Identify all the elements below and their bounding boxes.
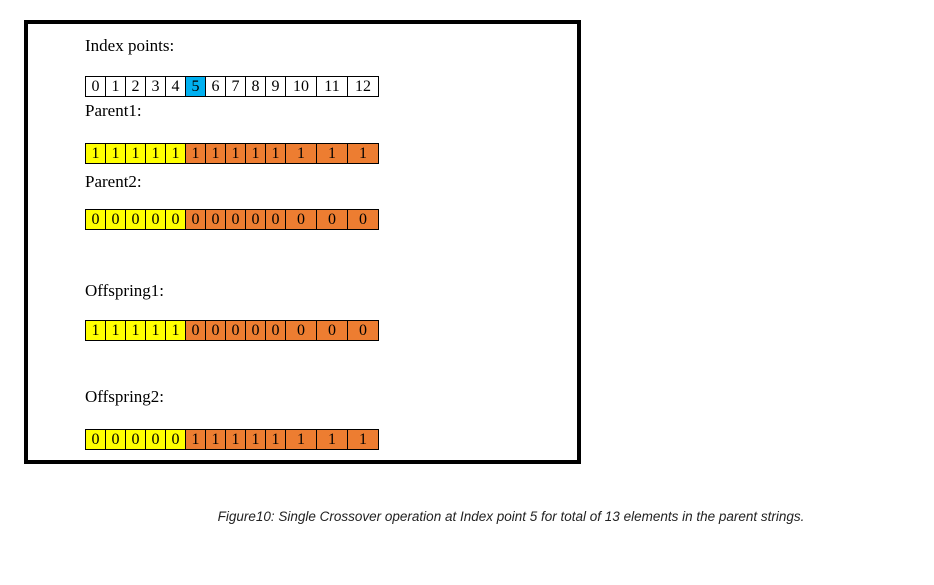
offspring1-cell: 0 — [205, 320, 226, 341]
parent1-cell: 1 — [316, 143, 348, 164]
index-cell: 10 — [285, 76, 317, 97]
offspring2-cell: 0 — [105, 429, 126, 450]
offspring1-cell: 1 — [125, 320, 146, 341]
offspring1-cell: 1 — [165, 320, 186, 341]
offspring2-cell: 1 — [347, 429, 379, 450]
parent1-cell: 1 — [225, 143, 246, 164]
index-cell: 8 — [245, 76, 266, 97]
offspring1-cell: 0 — [265, 320, 286, 341]
parent2-cell: 0 — [85, 209, 106, 230]
parent2-cell: 0 — [225, 209, 246, 230]
parent1-cell: 1 — [105, 143, 126, 164]
index-cell: 3 — [145, 76, 166, 97]
figure-caption: Figure10: Single Crossover operation at … — [217, 509, 805, 524]
offspring2-cell: 1 — [225, 429, 246, 450]
index-cell: 2 — [125, 76, 146, 97]
offspring2-cell: 0 — [145, 429, 166, 450]
offspring2-label: Offspring2: — [85, 387, 165, 406]
parent1-cell: 1 — [85, 143, 106, 164]
offspring1-cell: 1 — [85, 320, 106, 341]
parent1-cell: 1 — [165, 143, 186, 164]
parent1-cell: 1 — [285, 143, 317, 164]
parent2-cell: 0 — [285, 209, 317, 230]
offspring2-cell: 1 — [205, 429, 226, 450]
offspring2-cell: 1 — [285, 429, 317, 450]
index-cell: 11 — [316, 76, 348, 97]
offspring2-cell: 1 — [316, 429, 348, 450]
index-strip: 0 1 2 3 4 5 6 7 8 9 10 11 12 — [85, 76, 379, 97]
offspring1-cell: 0 — [347, 320, 379, 341]
parent2-cell: 0 — [165, 209, 186, 230]
parent2-cell: 0 — [205, 209, 226, 230]
parent1-cell: 1 — [145, 143, 166, 164]
parent1-label: Parent1: — [85, 101, 142, 120]
index-cell: 7 — [225, 76, 246, 97]
parent2-cell: 0 — [185, 209, 206, 230]
parent1-cell: 1 — [125, 143, 146, 164]
parent2-cell: 0 — [125, 209, 146, 230]
parent2-label: Parent2: — [85, 172, 142, 191]
parent1-cell: 1 — [185, 143, 206, 164]
offspring1-cell: 0 — [316, 320, 348, 341]
offspring1-cell: 1 — [105, 320, 126, 341]
offspring1-label: Offspring1: — [85, 281, 165, 300]
offspring2-cell: 1 — [185, 429, 206, 450]
parent1-cell: 1 — [265, 143, 286, 164]
parent2-cell: 0 — [347, 209, 379, 230]
offspring1-cell: 0 — [185, 320, 206, 341]
index-points-label: Index points: — [85, 36, 175, 55]
parent2-cell: 0 — [245, 209, 266, 230]
parent2-cell: 0 — [265, 209, 286, 230]
index-cell: 6 — [205, 76, 226, 97]
offspring1-cell: 1 — [145, 320, 166, 341]
offspring1-cell: 0 — [245, 320, 266, 341]
parent1-cell: 1 — [245, 143, 266, 164]
index-cell: 1 — [105, 76, 126, 97]
offspring2-cell: 0 — [85, 429, 106, 450]
index-cell: 0 — [85, 76, 106, 97]
offspring1-cell: 0 — [225, 320, 246, 341]
offspring2-cell: 1 — [265, 429, 286, 450]
index-cell: 4 — [165, 76, 186, 97]
index-cell: 12 — [347, 76, 379, 97]
offspring2-cell: 1 — [245, 429, 266, 450]
parent2-cell: 0 — [105, 209, 126, 230]
parent1-cell: 1 — [205, 143, 226, 164]
offspring2-cell: 0 — [165, 429, 186, 450]
parent1-cell: 1 — [347, 143, 379, 164]
offspring2-cell: 0 — [125, 429, 146, 450]
parent2-cell: 0 — [316, 209, 348, 230]
index-cell: 5 — [185, 76, 206, 97]
index-cell: 9 — [265, 76, 286, 97]
parent2-cell: 0 — [145, 209, 166, 230]
offspring1-cell: 0 — [285, 320, 317, 341]
